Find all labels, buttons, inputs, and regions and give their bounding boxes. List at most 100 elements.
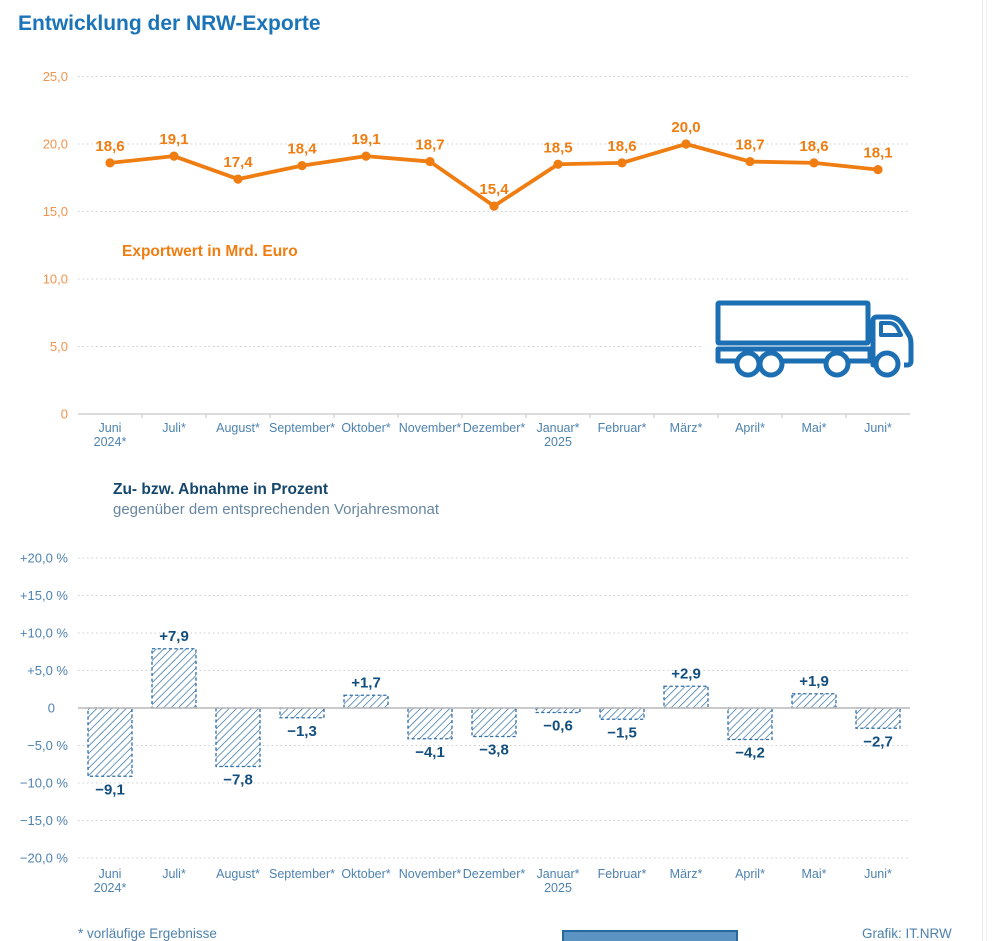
x-tick-label: Mai* (801, 867, 826, 881)
x-tick-label: November* (399, 867, 462, 881)
data-point (425, 156, 435, 167)
y-tick-label: +20,0 % (20, 551, 69, 566)
bar (407, 707, 453, 740)
data-label: 20,0 (671, 119, 700, 136)
data-label: 15,4 (479, 181, 509, 198)
y-tick-label: 0 (61, 407, 68, 422)
bar-chart-title: Zu- bzw. Abnahme in Prozent (113, 481, 328, 498)
data-label: 18,6 (607, 138, 636, 155)
y-tick-label: +10,0 % (20, 626, 69, 641)
x-tick-label: November* (399, 421, 462, 435)
bar-label: −0,6 (543, 718, 573, 735)
x-tick-label: April* (735, 867, 765, 881)
bar-label: +7,9 (159, 628, 189, 645)
bar (535, 707, 581, 714)
bar-label: −4,1 (415, 744, 445, 761)
x-tick-label: Juli* (162, 421, 186, 435)
x-tick-label: Juni* (864, 867, 892, 881)
y-tick-label: −20,0 % (20, 851, 69, 866)
bar (727, 707, 773, 741)
export-value-line-chart: 0 5,0 10,0 15,0 20,0 25,0 18,6 19,1 17,4 18,4 19,1… (43, 69, 917, 449)
data-point (233, 174, 243, 184)
data-point (169, 151, 179, 161)
bar (599, 707, 645, 720)
bar-label: −1,5 (607, 724, 637, 741)
x-tick-label: September* (269, 867, 335, 881)
footer-blue-bar (562, 930, 738, 941)
page-edge-line (986, 0, 987, 941)
bar-label: −9,1 (95, 781, 125, 798)
bar-label: −1,3 (287, 723, 317, 740)
x-tick-label: Dezember* (463, 867, 526, 881)
data-point (617, 158, 627, 168)
y-tick-label: 5,0 (50, 339, 68, 354)
bar-label: −4,2 (735, 745, 765, 762)
x-tick-label: Dezember* (463, 421, 526, 435)
page-edge-line (982, 0, 983, 941)
data-point (809, 158, 819, 168)
percent-change-bar-chart: +20,0 % +15,0 % +10,0 % +5,0 % 0 −5,0 % −10,0 … (20, 551, 910, 895)
data-point (745, 156, 755, 167)
x-tick-label: Mai* (801, 421, 826, 435)
truck-wheel (757, 350, 785, 378)
data-point (873, 165, 883, 175)
x-tick-label: Juli* (162, 867, 186, 881)
data-point (489, 201, 499, 211)
data-label: 18,1 (863, 145, 892, 162)
x-tick-label: April* (735, 421, 765, 435)
x-tick-label: Oktober* (341, 421, 390, 435)
bar-label: +1,9 (799, 673, 829, 690)
data-label: 18,7 (415, 137, 444, 154)
data-label: 18,6 (799, 138, 828, 155)
truck-wheel (823, 350, 851, 378)
y-tick-label: +5,0 % (27, 663, 68, 678)
x-tick-label: Juni (99, 867, 122, 881)
truck-wheel (734, 350, 762, 378)
x-tick-label: Januar* (536, 421, 579, 435)
y-tick-label: −10,0 % (20, 776, 69, 791)
bar (791, 693, 837, 709)
truck-window (879, 321, 903, 337)
x-tick-label: März* (670, 867, 703, 881)
x-tick-label: Juni (99, 421, 122, 435)
bar-label: −2,7 (863, 733, 893, 750)
data-point (297, 161, 307, 171)
x-tick-label: 2024* (94, 881, 127, 895)
y-tick-label: −5,0 % (27, 738, 68, 753)
data-point (361, 151, 371, 161)
y-tick-label: 10,0 (43, 272, 68, 287)
bar (215, 707, 261, 768)
truck-cab (870, 314, 914, 368)
data-point (105, 158, 115, 168)
bar (151, 648, 197, 709)
bar (87, 707, 133, 777)
data-label: 19,1 (351, 131, 380, 148)
x-tick-label: September* (269, 421, 335, 435)
x-tick-label: Juni* (864, 421, 892, 435)
y-tick-label: +15,0 % (20, 588, 69, 603)
bar (279, 707, 325, 719)
data-point (681, 139, 691, 149)
x-tick-label: Oktober* (341, 867, 390, 881)
bar-label: −3,8 (479, 742, 509, 759)
page-title: Entwicklung der NRW-Exporte (18, 12, 321, 35)
line-series-label: Exportwert in Mrd. Euro (122, 243, 298, 260)
x-tick-label: 2025 (544, 435, 572, 449)
bar (343, 694, 389, 709)
data-label: 18,5 (543, 139, 572, 156)
y-tick-label: 15,0 (43, 204, 68, 219)
bar-label: +1,7 (351, 674, 381, 691)
data-label: 19,1 (159, 131, 188, 148)
y-tick-label: −15,0 % (20, 813, 69, 828)
x-tick-label: August* (216, 421, 260, 435)
x-tick-label: 2024* (94, 435, 127, 449)
data-label: 18,4 (287, 141, 317, 158)
bar (663, 685, 709, 709)
bar-label: +2,9 (671, 665, 701, 682)
truck-wheel (873, 350, 901, 378)
footnote-preliminary: * vorläufige Ergebnisse (78, 926, 217, 941)
x-tick-label: August* (216, 867, 260, 881)
bar (855, 707, 901, 729)
bar (471, 707, 517, 738)
